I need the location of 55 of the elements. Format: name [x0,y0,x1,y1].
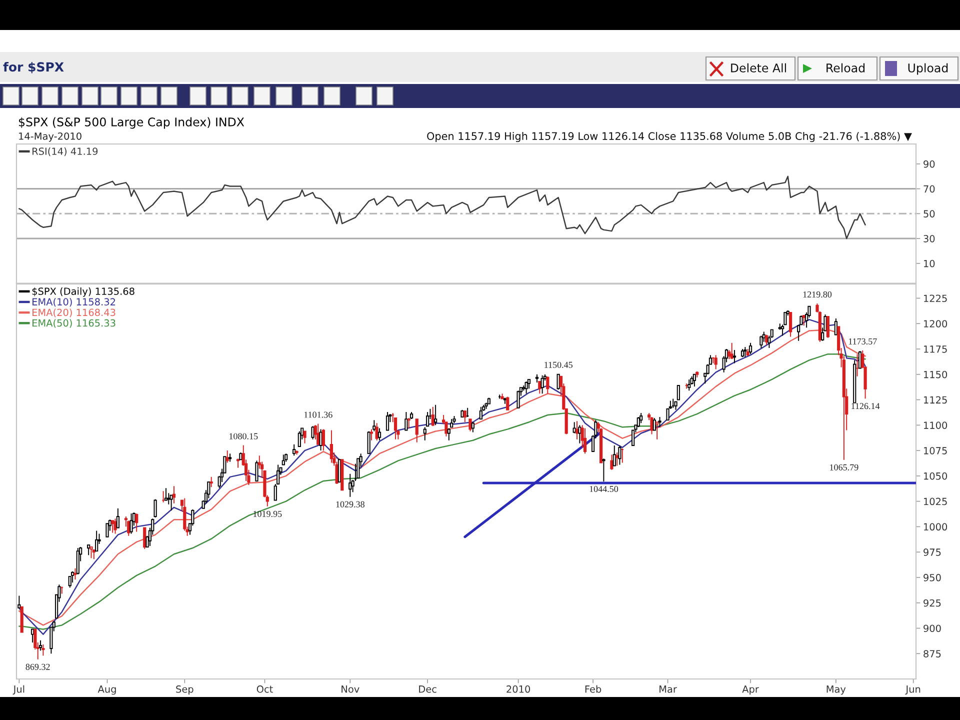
annotation: 1126.14 [852,403,880,410]
legend-label: EMA(10) 1158.32 [32,298,116,307]
annotation: 1219.80 [803,291,832,298]
annotation: 1080.15 [230,433,258,440]
y-tick-label: 90 [924,160,935,168]
x-tick-label: Jun [905,686,920,695]
annotation: 1044.50 [590,486,618,492]
text: for $SPX [3,62,64,74]
y-tick-label: 1125 [924,396,947,404]
text: Open 1157.19 High 1157.19 Low 1126.14 Close 1135.68 Volume 5.0B Chg -21.76 (-1.88%) ▼ [427,132,912,142]
x-tick-label: Mar [660,686,677,693]
y-tick-label: 10 [924,260,935,268]
x-tick-label: May [826,686,846,695]
legend-label: RSI(14) 41.19 [32,147,98,156]
annotation: 1019.95 [254,510,282,517]
chart-title: $SPX (S&P 500 Large Cap Index) INDX [18,117,244,129]
y-tick-label: 70 [924,185,935,193]
x-tick-label: Apr [742,686,759,695]
annotation: 869.32 [26,664,50,670]
text: Upload [908,63,948,75]
annotation: 1065.79 [830,464,858,470]
x-tick-label: 2010 [506,685,530,693]
y-tick-label: 50 [924,210,935,218]
x-tick-label: Jul [12,685,24,695]
x-tick-label: Oct [256,685,273,693]
x-tick-label: Sep [176,685,194,695]
x-tick-label: Feb [585,685,602,693]
y-tick-label: 1075 [924,447,947,454]
x-tick-label: Dec [419,686,436,693]
y-tick-label: 30 [924,235,935,242]
legend-label: $SPX (Daily) 1135.68 [32,287,134,297]
y-tick-label: 900 [924,624,941,632]
y-tick-label: 1100 [924,422,948,429]
y-tick-label: 1025 [924,498,947,506]
annotation: 1173.57 [848,338,877,344]
annotation: 1101.36 [304,412,332,418]
y-tick-label: 1150 [924,370,948,378]
y-tick-label: 1200 [924,320,948,328]
y-tick-label: 975 [924,548,941,556]
text: Reload [826,63,865,72]
x-tick-label: Aug [98,686,116,695]
y-tick-label: 1225 [924,294,947,302]
legend-label: EMA(50) 1165.33 [32,319,116,328]
annotation: 1029.38 [336,501,364,508]
text: Delete All [731,63,786,72]
y-tick-label: 875 [924,650,941,658]
y-tick-label: 1000 [924,523,948,531]
y-tick-label: 1175 [924,346,947,353]
x-tick-label: Nov [342,686,360,693]
y-tick-label: 1050 [924,472,948,480]
legend-label: EMA(20) 1168.43 [32,308,116,318]
chart-subtitle: 14-May-2010 [19,132,82,142]
y-tick-label: 925 [924,599,941,607]
y-tick-label: 950 [924,574,941,582]
annotation: 1150.45 [544,362,572,368]
